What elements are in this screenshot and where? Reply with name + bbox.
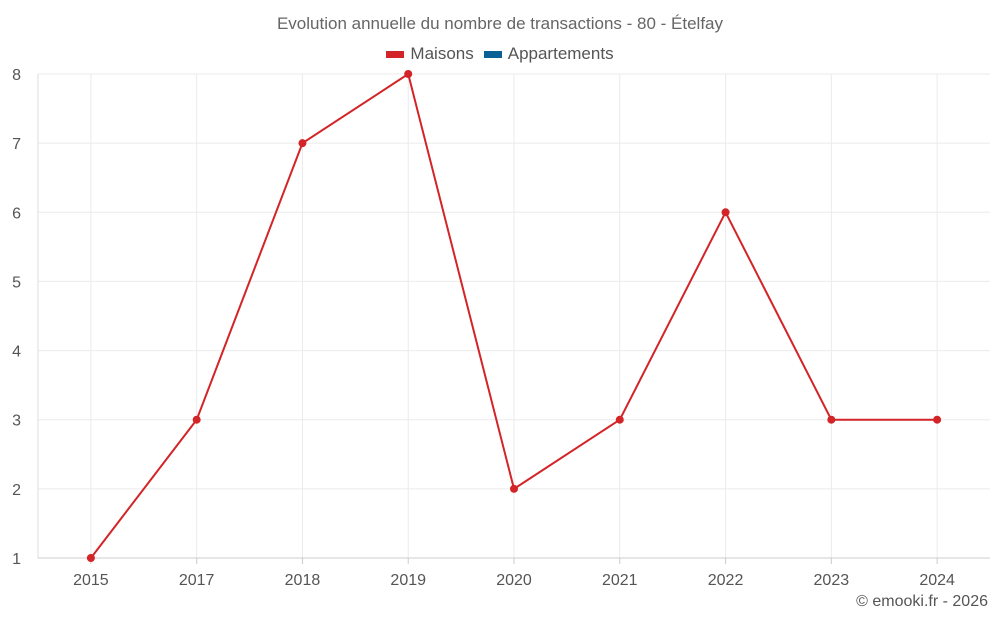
y-tick-label: 3: [12, 413, 21, 430]
data-point: [510, 484, 518, 493]
y-tick-label: 8: [12, 67, 21, 84]
legend-label-maisons: Maisons: [410, 44, 474, 63]
chart-title: Evolution annuelle du nombre de transact…: [276, 14, 724, 33]
legend-swatch-maisons: [386, 50, 405, 58]
y-tick-label: 4: [12, 344, 21, 361]
x-tick-label: 2021: [602, 572, 638, 589]
data-point: [192, 415, 201, 424]
data-point: [933, 415, 942, 424]
legend-swatch-appartements: [483, 50, 502, 58]
y-tick-label: 6: [12, 205, 21, 222]
y-tick-label: 1: [12, 551, 21, 568]
chart-legend: Maisons Appartements: [0, 44, 1000, 64]
data-point: [298, 139, 307, 148]
y-tick-label: 7: [12, 136, 21, 153]
x-tick-label: 2023: [814, 572, 850, 589]
y-tick-label: 2: [12, 482, 21, 499]
x-tick-label: 2017: [179, 572, 215, 589]
legend-label-appartements: Appartements: [507, 44, 614, 63]
data-point: [827, 415, 836, 424]
data-point: [404, 70, 413, 78]
legend-item-appartements[interactable]: Appartements: [483, 44, 614, 64]
x-tick-label: 2020: [496, 572, 532, 589]
x-tick-label: 2019: [390, 572, 426, 589]
legend-item-maisons[interactable]: Maisons: [386, 44, 474, 64]
x-tick-label: 2022: [708, 572, 744, 589]
data-point: [615, 415, 624, 424]
data-point: [721, 208, 730, 217]
data-point: [86, 554, 95, 562]
credit-text: © emooki.fr - 2026: [856, 593, 988, 610]
y-tick-label: 5: [12, 274, 21, 291]
x-tick-label: 2015: [73, 572, 109, 589]
x-tick-label: 2024: [919, 572, 955, 589]
x-tick-label: 2018: [285, 572, 321, 589]
